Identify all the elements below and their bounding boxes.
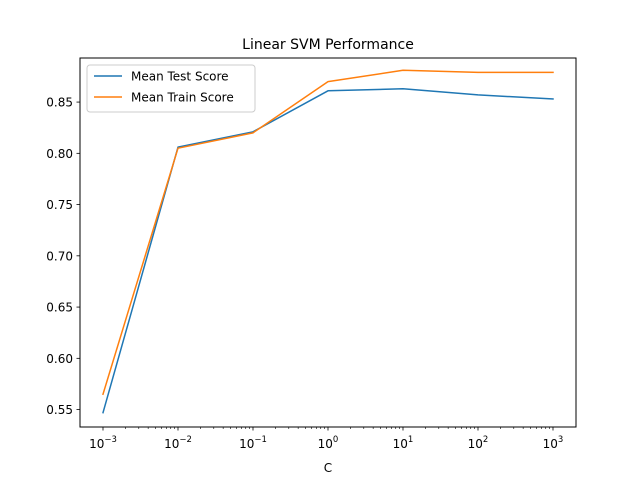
plot-area: [80, 58, 576, 427]
y-tick-label: 0.60: [46, 352, 73, 366]
x-tick-label: 101: [393, 435, 414, 451]
y-tick-label: 0.65: [46, 301, 73, 315]
x-axis: 10−3 10−2 10−1 100 101 102 103: [89, 427, 563, 451]
x-tick-label: 10−2: [164, 435, 192, 451]
legend-label: Mean Test Score: [131, 70, 229, 84]
x-axis-label: C: [324, 461, 332, 475]
legend-box: [86, 64, 256, 113]
series-layer: [102, 69, 554, 414]
y-axis: 0.55 0.60 0.65 0.70 0.75 0.80 0.85: [46, 96, 80, 417]
y-tick-label: 0.75: [46, 198, 73, 212]
y-tick-label: 0.85: [46, 96, 73, 110]
x-tick-label: 10−1: [239, 435, 267, 451]
y-tick-label: 0.70: [46, 249, 73, 263]
chart-title: Linear SVM Performance: [242, 37, 414, 53]
x-tick-label: 100: [318, 435, 339, 451]
x-tick-label: 10−3: [89, 435, 117, 451]
legend-label: Mean Train Score: [131, 91, 234, 105]
x-tick-label: 102: [468, 435, 489, 451]
y-tick-label: 0.80: [46, 147, 73, 161]
legend: Mean Test Score Mean Train Score: [86, 64, 256, 113]
y-tick-label: 0.55: [46, 403, 73, 417]
x-tick-label: 103: [543, 435, 564, 451]
